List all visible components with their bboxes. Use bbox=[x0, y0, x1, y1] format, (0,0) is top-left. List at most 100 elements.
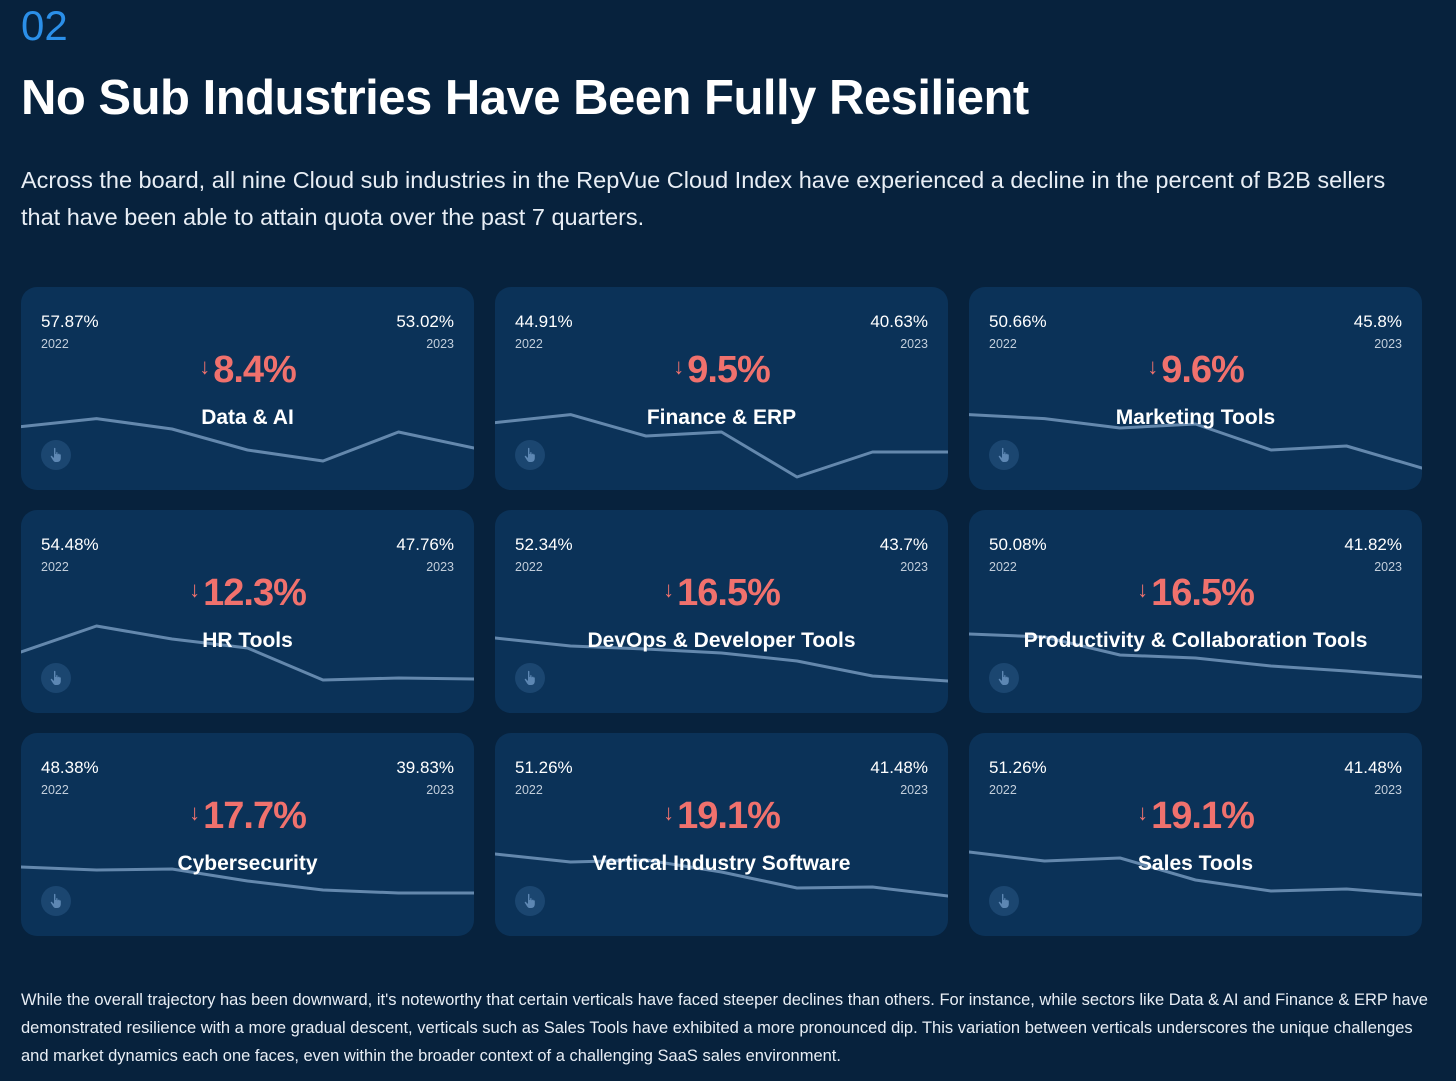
sparkline-chart bbox=[969, 413, 1422, 470]
sparkline-chart bbox=[495, 636, 948, 683]
sub-industry-card[interactable]: 44.91% 2022 40.63% 2023 ↓9.5% Finance & … bbox=[495, 287, 948, 490]
sub-industry-card[interactable]: 54.48% 2022 47.76% 2023 ↓12.3% HR Tools bbox=[21, 510, 474, 713]
tap-button[interactable] bbox=[515, 663, 545, 693]
tap-button[interactable] bbox=[41, 663, 71, 693]
outro-paragraph: While the overall trajectory has been do… bbox=[21, 991, 1428, 1065]
sparkline-chart bbox=[21, 865, 474, 895]
hand-pointer-icon bbox=[998, 893, 1009, 908]
arrow-down-icon: ↓ bbox=[673, 354, 685, 379]
end-year: 2023 bbox=[426, 783, 454, 797]
sparkline-chart bbox=[21, 417, 474, 463]
sub-industry-card[interactable]: 51.26% 2022 41.48% 2023 ↓19.1% Vertical … bbox=[495, 733, 948, 936]
percent-change-value: 16.5% bbox=[677, 572, 781, 614]
percent-change-value: 19.1% bbox=[1151, 795, 1255, 837]
sub-industry-name: Marketing Tools bbox=[1115, 406, 1276, 429]
start-value: 51.26% bbox=[989, 758, 1047, 777]
sparkline-line bbox=[21, 624, 474, 682]
sub-industry-card[interactable]: 52.34% 2022 43.7% 2023 ↓16.5% DevOps & D… bbox=[495, 510, 948, 713]
sparkline-chart bbox=[21, 624, 474, 682]
end-year: 2023 bbox=[426, 560, 454, 574]
hand-pointer-icon bbox=[524, 670, 535, 685]
end-value: 53.02% bbox=[396, 312, 454, 331]
section-number: 02 bbox=[21, 2, 68, 49]
percent-change: ↓8.4% bbox=[21, 349, 474, 392]
sub-industry-card[interactable]: 48.38% 2022 39.83% 2023 ↓17.7% Cybersecu… bbox=[21, 733, 474, 936]
percent-change-value: 17.7% bbox=[203, 795, 307, 837]
start-value: 50.66% bbox=[989, 312, 1047, 331]
sub-industry-card[interactable]: 51.26% 2022 41.48% 2023 ↓19.1% Sales Too… bbox=[969, 733, 1422, 936]
intro-paragraph: Across the board, all nine Cloud sub ind… bbox=[21, 167, 1386, 230]
sparkline-line bbox=[495, 413, 948, 479]
sub-industry-name: HR Tools bbox=[202, 629, 293, 652]
start-value: 51.26% bbox=[515, 758, 573, 777]
sparkline-line bbox=[969, 632, 1422, 679]
end-year: 2023 bbox=[900, 783, 928, 797]
sub-industry-card[interactable]: 50.66% 2022 45.8% 2023 ↓9.6% Marketing T… bbox=[969, 287, 1422, 490]
sparkline-chart bbox=[969, 850, 1422, 897]
percent-change: ↓19.1% bbox=[495, 795, 948, 838]
start-year: 2022 bbox=[515, 783, 543, 797]
percent-change-value: 9.5% bbox=[687, 349, 771, 391]
start-value: 52.34% bbox=[515, 535, 573, 554]
percent-change: ↓19.1% bbox=[969, 795, 1422, 838]
percent-change-value: 16.5% bbox=[1151, 572, 1255, 614]
percent-change-value: 9.6% bbox=[1161, 349, 1245, 391]
sub-industry-name: Productivity & Collaboration Tools bbox=[1023, 629, 1368, 652]
sub-industry-grid: 57.87% 2022 53.02% 2023 ↓8.4% Data & AI … bbox=[21, 287, 1422, 936]
end-year: 2023 bbox=[1374, 337, 1402, 351]
start-year: 2022 bbox=[515, 337, 543, 351]
sub-industry-name: Cybersecurity bbox=[177, 852, 318, 875]
arrow-down-icon: ↓ bbox=[1147, 354, 1159, 379]
hand-pointer-icon bbox=[998, 670, 1009, 685]
sparkline-line bbox=[495, 852, 948, 898]
end-value: 43.7% bbox=[879, 535, 928, 554]
start-value: 57.87% bbox=[41, 312, 99, 331]
end-value: 41.82% bbox=[1344, 535, 1402, 554]
start-value: 48.38% bbox=[41, 758, 99, 777]
percent-change: ↓16.5% bbox=[495, 572, 948, 615]
sparkline-line bbox=[21, 865, 474, 895]
end-year: 2023 bbox=[1374, 783, 1402, 797]
tap-button[interactable] bbox=[515, 440, 545, 470]
tap-button[interactable] bbox=[41, 886, 71, 916]
percent-change-value: 12.3% bbox=[203, 572, 307, 614]
end-value: 45.8% bbox=[1353, 312, 1402, 331]
arrow-down-icon: ↓ bbox=[663, 577, 675, 602]
arrow-down-icon: ↓ bbox=[189, 800, 201, 825]
start-year: 2022 bbox=[989, 337, 1017, 351]
tap-button[interactable] bbox=[41, 440, 71, 470]
sparkline-chart bbox=[495, 413, 948, 479]
percent-change-value: 8.4% bbox=[213, 349, 297, 391]
sub-industry-name: Sales Tools bbox=[1137, 852, 1254, 875]
start-year: 2022 bbox=[989, 560, 1017, 574]
sub-industry-name: Vertical Industry Software bbox=[592, 852, 851, 875]
end-value: 41.48% bbox=[1344, 758, 1402, 777]
start-year: 2022 bbox=[515, 560, 543, 574]
tap-button[interactable] bbox=[989, 886, 1019, 916]
end-year: 2023 bbox=[1374, 560, 1402, 574]
sparkline-line bbox=[969, 850, 1422, 897]
hand-pointer-icon bbox=[524, 447, 535, 462]
hand-pointer-icon bbox=[50, 893, 61, 908]
sparkline-line bbox=[21, 417, 474, 463]
start-value: 50.08% bbox=[989, 535, 1047, 554]
tap-button[interactable] bbox=[989, 663, 1019, 693]
tap-button[interactable] bbox=[515, 886, 545, 916]
start-value: 54.48% bbox=[41, 535, 99, 554]
arrow-down-icon: ↓ bbox=[199, 354, 211, 379]
sparkline-line bbox=[495, 636, 948, 683]
sub-industry-card[interactable]: 57.87% 2022 53.02% 2023 ↓8.4% Data & AI bbox=[21, 287, 474, 490]
start-value: 44.91% bbox=[515, 312, 573, 331]
tap-button[interactable] bbox=[989, 440, 1019, 470]
hand-pointer-icon bbox=[998, 447, 1009, 462]
arrow-down-icon: ↓ bbox=[663, 800, 675, 825]
sub-industry-card[interactable]: 50.08% 2022 41.82% 2023 ↓16.5% Productiv… bbox=[969, 510, 1422, 713]
sparkline-chart bbox=[495, 852, 948, 898]
percent-change: ↓12.3% bbox=[21, 572, 474, 615]
sub-industry-name: DevOps & Developer Tools bbox=[587, 629, 856, 652]
start-year: 2022 bbox=[41, 337, 69, 351]
percent-change: ↓9.5% bbox=[495, 349, 948, 392]
percent-change: ↓17.7% bbox=[21, 795, 474, 838]
start-year: 2022 bbox=[41, 560, 69, 574]
end-year: 2023 bbox=[900, 337, 928, 351]
